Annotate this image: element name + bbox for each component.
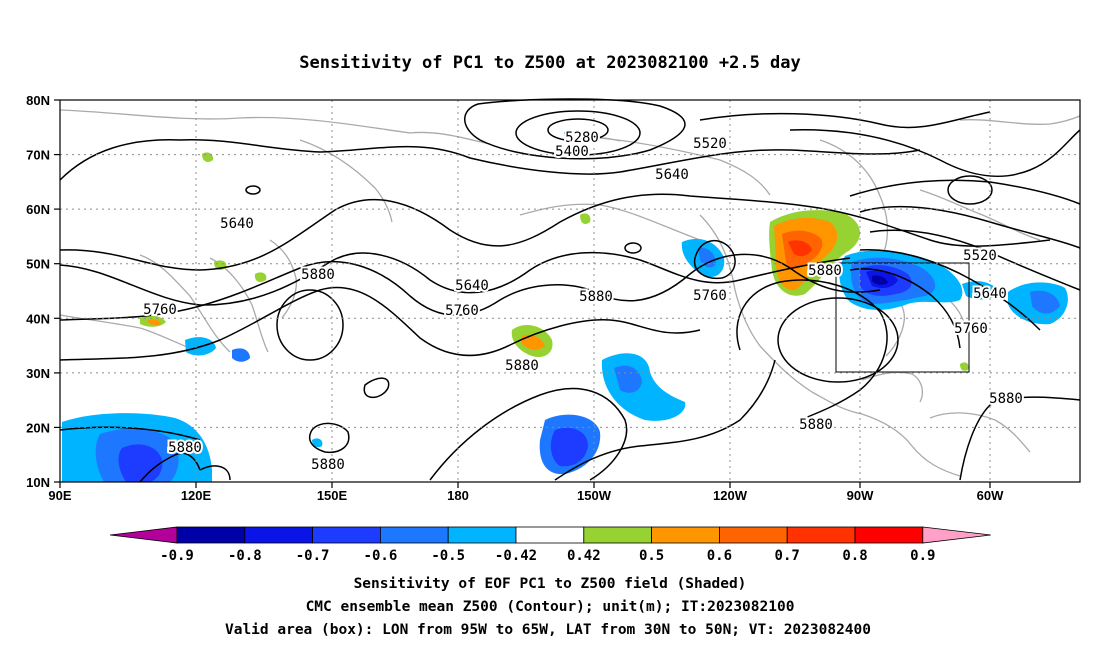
lon-label: 120W: [713, 488, 748, 503]
caption-line-2: CMC ensemble mean Z500 (Contour); unit(m…: [306, 599, 795, 615]
lat-label: 60N: [26, 202, 50, 217]
contour-label: 5760: [693, 288, 727, 304]
lat-label: 40N: [26, 311, 50, 326]
gridlines: [60, 100, 1080, 482]
colorbar: -0.9 -0.8 -0.7 -0.6 -0.5 -0.42 0.42 0.5 0.6 0.7 0.…: [109, 526, 991, 564]
colorbar-segment: [786, 526, 856, 544]
contour-label: 5880: [799, 417, 833, 433]
map-frame: [59, 99, 1081, 483]
figure-title: Sensitivity of PC1 to Z500 at 2023082100…: [299, 53, 801, 73]
lat-label: 10N: [26, 475, 50, 490]
lat-labels: 80N 70N 60N 50N 40N 30N 20N 10N: [26, 93, 50, 490]
colorbar-label: -0.8: [228, 548, 262, 564]
contour-label: 5880: [311, 457, 345, 473]
z500-contours: [59, 98, 1081, 483]
colorbar-segment: [244, 526, 314, 544]
lon-label: 90W: [847, 488, 874, 503]
axis-ticks: [54, 99, 991, 488]
contour-label: 5760: [445, 303, 479, 319]
colorbar-segment: [719, 526, 788, 544]
colorbar-label: -0.42: [495, 548, 537, 564]
colorbar-segment: [583, 526, 652, 544]
contour-labels: 5280 5400 5520 5640 5640 5640 5760 5760 …: [141, 128, 1025, 475]
colorbar-segment: [312, 526, 381, 544]
contour-label: 5760: [143, 302, 177, 318]
valid-area-box: [835, 262, 970, 373]
contour-label: 5280: [565, 130, 599, 146]
lon-label: 150E: [317, 488, 348, 503]
contour-label: 5640: [220, 216, 254, 232]
map-panel: 5280 5400 5520 5640 5640 5640 5760 5760 …: [26, 93, 1081, 503]
lon-label: 90E: [48, 488, 71, 503]
colorbar-label: -0.7: [296, 548, 330, 564]
colorbar-segment: [651, 526, 720, 544]
lat-label: 20N: [26, 420, 50, 435]
colorbar-segment: [447, 526, 517, 544]
lat-label: 30N: [26, 366, 50, 381]
contour-label: 5880: [579, 289, 613, 305]
colorbar-label: 0.8: [842, 548, 867, 564]
contour-label: 5880: [505, 358, 539, 374]
contour-label: 5880: [168, 440, 202, 456]
colorbar-segment: [515, 526, 585, 544]
colorbar-label: 0.6: [707, 548, 732, 564]
contour-label: 5640: [455, 278, 489, 294]
lat-label: 80N: [26, 93, 50, 108]
contour-label: 5640: [973, 286, 1007, 302]
contour-label: 5880: [808, 263, 842, 279]
lat-label: 70N: [26, 148, 50, 163]
contour-label: 5880: [989, 391, 1023, 407]
contour-label: 5400: [555, 144, 589, 160]
colorbar-segment: [854, 526, 924, 544]
colorbar-right-triangle: [922, 526, 991, 544]
colorbar-label: 0.42: [567, 548, 601, 564]
contour-label: 5880: [301, 267, 335, 283]
colorbar-label: -0.9: [160, 548, 194, 564]
contour-label: 5760: [954, 321, 988, 337]
caption-line-1: Sensitivity of EOF PC1 to Z500 field (Sh…: [354, 576, 747, 592]
lat-label: 50N: [26, 257, 50, 272]
lon-label: 120E: [181, 488, 212, 503]
lon-label: 150W: [577, 488, 612, 503]
lon-label: 180: [447, 488, 469, 503]
colorbar-segment: [176, 526, 246, 544]
contour-label: 5520: [693, 136, 727, 152]
colorbar-left-triangle: [109, 526, 178, 544]
lon-label: 60W: [977, 488, 1004, 503]
contour-label: 5520: [963, 248, 997, 264]
colorbar-label: -0.6: [364, 548, 398, 564]
colorbar-label: 0.7: [775, 548, 800, 564]
colorbar-label: 0.5: [639, 548, 664, 564]
caption-line-3: Valid area (box): LON from 95W to 65W, L…: [225, 622, 871, 638]
colorbar-label: -0.5: [431, 548, 465, 564]
colorbar-label: 0.9: [910, 548, 935, 564]
colorbar-segment: [379, 526, 449, 544]
lon-labels: 90E 120E 150E 180 150W 120W 90W 60W: [48, 488, 1004, 503]
contour-label: 5640: [655, 167, 689, 183]
